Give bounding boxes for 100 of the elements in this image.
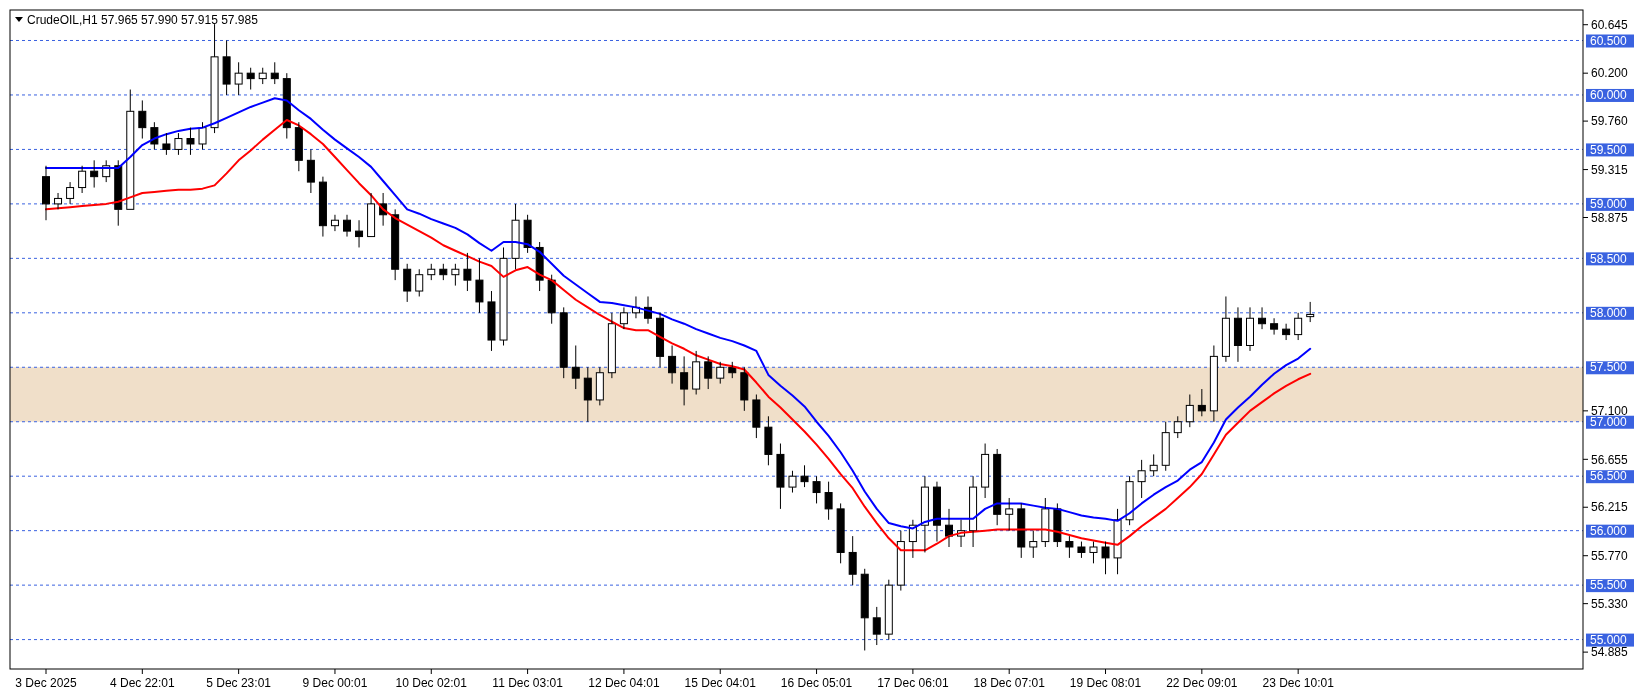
candlestick	[740, 366, 749, 412]
y-tick-label: 56.215	[1591, 500, 1629, 515]
candlestick	[848, 535, 857, 586]
candlestick	[234, 61, 243, 96]
ref-line-label: 60.000	[1590, 88, 1628, 103]
candlestick	[66, 181, 75, 205]
candlestick	[330, 214, 339, 232]
candlestick	[1125, 475, 1134, 526]
candlestick	[945, 508, 953, 548]
x-tick-label: 9 Dec 00:01	[302, 676, 368, 690]
candlestick	[824, 481, 833, 521]
candlestick	[463, 252, 472, 292]
candlestick	[499, 246, 508, 346]
candlestick	[812, 475, 821, 504]
candlestick	[1029, 530, 1038, 559]
x-tick-label: 18 Dec 07:01	[973, 676, 1046, 690]
y-tick-label: 54.885	[1591, 645, 1629, 660]
candlestick	[1294, 312, 1303, 341]
candlestick	[1221, 295, 1230, 363]
x-tick-label: 4 Dec 22:01	[109, 676, 175, 690]
candlestick	[318, 176, 327, 238]
candlestick	[619, 306, 628, 330]
candlestick	[210, 23, 219, 134]
x-tick-label: 3 Dec 2025	[15, 676, 78, 690]
y-tick-label: 59.315	[1591, 162, 1629, 177]
ref-line-label: 56.500	[1590, 469, 1628, 484]
x-tick-label: 11 Dec 03:01	[492, 676, 564, 690]
candlestick	[583, 366, 592, 423]
candlestick	[571, 344, 580, 390]
candlestick	[1077, 541, 1086, 559]
candlestick	[451, 263, 460, 287]
candlestick	[704, 355, 713, 390]
x-tick-label: 16 Dec 05:01	[780, 676, 853, 690]
candlestick	[1005, 497, 1014, 532]
candlestick	[198, 121, 207, 150]
x-tick-label: 17 Dec 06:01	[877, 676, 949, 690]
x-tick-label: 12 Dec 04:01	[588, 676, 660, 690]
candlestick	[595, 366, 604, 406]
candlestick	[1282, 323, 1291, 341]
candlestick	[656, 312, 665, 368]
candlestick	[282, 72, 291, 140]
ref-line-label: 60.500	[1590, 33, 1628, 48]
candlestick	[162, 132, 171, 156]
candlestick	[54, 192, 63, 210]
candlestick	[800, 464, 809, 488]
candlestick	[1089, 541, 1098, 564]
candlestick	[884, 579, 893, 641]
candlestick	[90, 159, 99, 189]
candlestick	[764, 415, 773, 466]
x-tick-label: 10 Dec 02:01	[395, 676, 468, 690]
candlestick	[1233, 306, 1242, 363]
candlestick	[668, 344, 677, 385]
ref-line-label: 58.500	[1590, 251, 1628, 266]
candlestick	[258, 67, 267, 85]
candlestick	[1197, 388, 1206, 417]
candlestick	[1270, 317, 1279, 336]
candlestick	[1306, 301, 1315, 323]
candlestick	[872, 606, 881, 646]
y-tick-label: 59.760	[1591, 114, 1629, 129]
candlestick	[523, 214, 532, 254]
x-tick-label: 23 Dec 10:01	[1262, 676, 1335, 690]
candlestick	[836, 502, 845, 564]
ref-line-label: 57.000	[1590, 414, 1628, 429]
candlestick	[294, 121, 303, 172]
ref-line-label: 55.500	[1590, 578, 1628, 593]
candlestick	[78, 165, 87, 194]
candlestick	[391, 208, 400, 281]
candlestick	[403, 263, 412, 303]
candlestick	[1041, 497, 1050, 548]
y-tick-label: 55.330	[1591, 596, 1629, 611]
candlestick	[306, 148, 315, 194]
candlestick	[1246, 306, 1254, 352]
ref-line-label: 56.000	[1590, 523, 1628, 538]
candlestick	[114, 159, 123, 227]
candlestick	[752, 394, 761, 439]
candlestick	[981, 443, 990, 499]
candlestick	[1149, 453, 1158, 477]
candlestick	[932, 481, 941, 543]
ref-line-label: 59.500	[1590, 142, 1628, 157]
ref-line-label: 58.000	[1590, 306, 1628, 321]
candlestick	[427, 263, 436, 281]
candlestick	[439, 263, 448, 281]
candlestick	[1258, 306, 1267, 330]
candlestick	[1209, 344, 1218, 423]
x-tick-label: 22 Dec 09:01	[1166, 676, 1238, 690]
x-tick-label: 5 Dec 23:01	[206, 676, 272, 690]
candlestick	[993, 448, 1002, 526]
candlestick	[270, 61, 279, 85]
y-tick-label: 56.655	[1591, 452, 1629, 467]
candlestick	[680, 355, 689, 406]
candlestick	[222, 40, 231, 96]
candlestick	[1065, 535, 1074, 559]
candlestick	[1185, 394, 1194, 428]
candlestick	[1137, 459, 1146, 499]
ref-line-label: 55.000	[1590, 632, 1628, 647]
y-tick-label: 58.875	[1591, 210, 1629, 225]
candlestick	[475, 257, 484, 314]
y-tick-label: 60.645	[1591, 17, 1629, 32]
candlestick	[355, 219, 364, 248]
candlestick	[607, 312, 616, 379]
